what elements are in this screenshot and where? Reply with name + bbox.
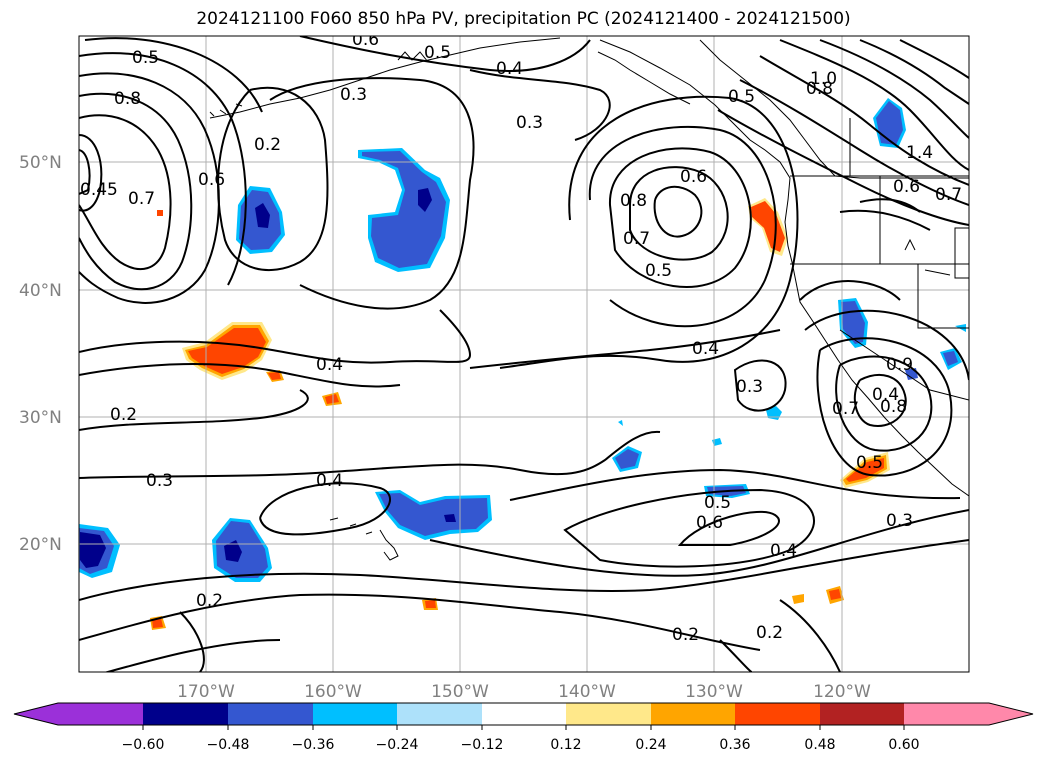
lat-label: 20°N xyxy=(19,535,62,555)
colorbar-segment xyxy=(735,703,820,725)
contour-label: 0.45 xyxy=(80,180,118,200)
colorbar-segment xyxy=(313,703,397,725)
colorbar-segment xyxy=(820,703,904,725)
contour-label: 0.3 xyxy=(886,511,913,531)
contour-label: 0.4 xyxy=(872,385,899,405)
colorbar-segment xyxy=(651,703,735,725)
lon-label: 120°W xyxy=(813,682,871,702)
contour-label: 0.6 xyxy=(198,170,225,190)
colorbar-tick-label: −0.24 xyxy=(376,737,419,753)
colorbar-extend-right xyxy=(989,703,1033,725)
colorbar-tick-label: −0.48 xyxy=(207,737,250,753)
colorbar-tick-label: 0.48 xyxy=(804,737,835,753)
contour-label: 0.6 xyxy=(680,167,707,187)
lon-label: 150°W xyxy=(431,682,489,702)
contour-label: 0.8 xyxy=(620,191,647,211)
contour-label: 0.8 xyxy=(114,89,141,109)
lat-label: 40°N xyxy=(19,281,62,301)
colorbar-tick-label: 0.12 xyxy=(550,737,581,753)
contour-label: 0.2 xyxy=(672,625,699,645)
lat-label: 50°N xyxy=(19,153,62,173)
precip-shading xyxy=(79,98,966,630)
contour-label: 0.5 xyxy=(728,87,755,107)
contour-label: 0.3 xyxy=(146,471,173,491)
contour-label: 1.0 xyxy=(810,69,837,89)
lon-label: 140°W xyxy=(558,682,616,702)
colorbar: −0.60 −0.48 −0.36 −0.24 −0.12 0.12 0.24 … xyxy=(13,702,1034,753)
colorbar-segment xyxy=(58,703,143,725)
contour-label: 0.3 xyxy=(736,377,763,397)
contour-label: 0.5 xyxy=(132,48,159,68)
colorbar-tick-label: 0.60 xyxy=(888,737,919,753)
contour-label: 0.8 xyxy=(806,79,833,99)
contour-label: 0.8 xyxy=(880,397,907,417)
contour-label: 0.7 xyxy=(832,399,859,419)
colorbar-segment xyxy=(143,703,228,725)
lon-label: 130°W xyxy=(685,682,743,702)
contour-label: 0.9 xyxy=(886,355,913,375)
contour-label: 0.4 xyxy=(316,471,343,491)
contour-label: 0.2 xyxy=(756,623,783,643)
contour-label: 0.5 xyxy=(704,493,731,513)
lat-labels: 50°N 40°N 30°N 20°N xyxy=(19,153,62,555)
contour-label: 0.6 xyxy=(352,30,379,50)
contour-label: 0.7 xyxy=(128,189,155,209)
colorbar-tick-label: −0.12 xyxy=(461,737,504,753)
colorbar-segment xyxy=(228,703,313,725)
contour-label: 0.4 xyxy=(770,541,797,561)
lon-label: 160°W xyxy=(304,682,362,702)
colorbar-extend-left xyxy=(14,703,58,725)
colorbar-tick-label: 0.36 xyxy=(719,737,750,753)
colorbar-segment xyxy=(397,703,482,725)
lon-labels: 170°W 160°W 150°W 140°W 130°W 120°W xyxy=(177,682,871,702)
lat-label: 30°N xyxy=(19,408,62,428)
gridlines xyxy=(79,36,969,672)
colorbar-tick-label: 0.24 xyxy=(635,737,666,753)
contour-label: 0.3 xyxy=(516,113,543,133)
colorbar-tick-label: −0.36 xyxy=(292,737,335,753)
contour-labels: 0.5 0.6 0.5 0.4 0.3 0.8 0.2 0.6 0.7 0.45… xyxy=(80,30,962,645)
contour-label: 0.6 xyxy=(893,177,920,197)
colorbar-segment xyxy=(904,703,989,725)
contour-label: 0.5 xyxy=(856,453,883,473)
colorbar-segment xyxy=(482,703,566,725)
pv-contours xyxy=(79,36,969,672)
contour-label: 1.4 xyxy=(906,143,933,163)
contour-label: 0.4 xyxy=(496,59,523,79)
colorbar-segment xyxy=(566,703,651,725)
contour-label: 0.7 xyxy=(623,229,650,249)
contour-label: 0.7 xyxy=(935,185,962,205)
contour-label: 0.4 xyxy=(316,355,343,375)
contour-label: 0.3 xyxy=(340,85,367,105)
lon-label: 170°W xyxy=(177,682,235,702)
colorbar-tick-label: −0.60 xyxy=(122,737,165,753)
contour-label: 0.6 xyxy=(696,513,723,533)
contour-label: 0.5 xyxy=(645,261,672,281)
plot-title: 2024121100 F060 850 hPa PV, precipitatio… xyxy=(196,9,851,29)
map-frame xyxy=(78,35,970,673)
contour-label: 0.2 xyxy=(110,405,137,425)
contour-label: 0.2 xyxy=(254,135,281,155)
contour-label: 0.2 xyxy=(196,591,223,611)
contour-label: 0.5 xyxy=(424,43,451,63)
contour-label: 0.4 xyxy=(692,339,719,359)
